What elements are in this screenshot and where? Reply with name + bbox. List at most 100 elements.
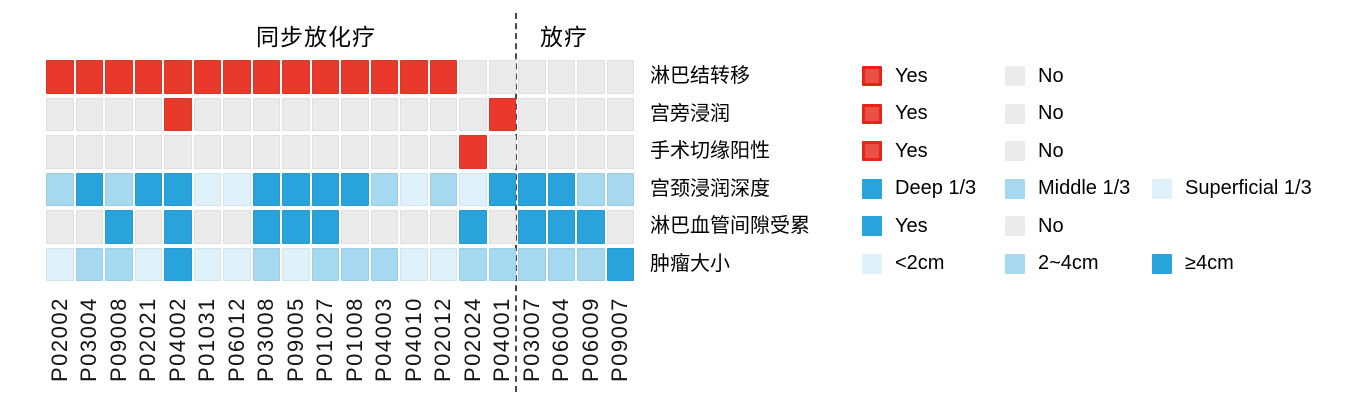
heatmap-cell (370, 97, 398, 131)
heatmap-cell (518, 210, 546, 244)
heatmap-cell (547, 247, 575, 281)
heatmap-cell (46, 247, 74, 281)
row-label: 手术切缘阳性 (650, 140, 770, 163)
patient-id-label: P02021 (135, 297, 161, 382)
group-header-concurrent-chemoradiotherapy: 同步放化疗 (256, 24, 376, 50)
heatmap-cell (606, 247, 634, 281)
heatmap-cell (311, 60, 339, 94)
heatmap-cell (547, 172, 575, 206)
heatmap-cell (282, 97, 310, 131)
heatmap-cell (488, 247, 516, 281)
heatmap-cell (46, 135, 74, 169)
heatmap-cell (134, 135, 162, 169)
heatmap-cell (134, 60, 162, 94)
heatmap-cell (518, 247, 546, 281)
legend-item: Yes (862, 65, 928, 88)
patient-id-label: P06012 (223, 297, 249, 382)
heatmap-cell (488, 210, 516, 244)
legend-swatch (1152, 253, 1172, 274)
legend-item: <2cm (862, 252, 944, 275)
legend-label: <2cm (895, 252, 945, 275)
heatmap-cell (400, 247, 428, 281)
heatmap-cell (400, 97, 428, 131)
legend-item: No (1005, 215, 1064, 238)
heatmap-cell (341, 60, 369, 94)
patient-id-label: P04010 (400, 297, 426, 382)
legend-item: Yes (862, 102, 928, 125)
patient-id-label: P02024 (459, 297, 485, 382)
patient-id-label: P06004 (548, 297, 574, 382)
heatmap-cell (518, 97, 546, 131)
heatmap-cell (282, 172, 310, 206)
legend-swatch (1005, 141, 1025, 162)
heatmap-cell (193, 135, 221, 169)
heatmap-cell (577, 135, 605, 169)
legend-item: No (1005, 65, 1064, 88)
heatmap-cell (164, 60, 192, 94)
heatmap-cell (134, 172, 162, 206)
group-divider-dashed-line (515, 13, 517, 392)
heatmap-cell (164, 135, 192, 169)
heatmap-cell (311, 135, 339, 169)
patient-id-label: P04003 (371, 297, 397, 382)
legend-item: Deep 1/3 (862, 177, 976, 200)
legend-item: No (1005, 140, 1064, 163)
heatmap-cell (518, 135, 546, 169)
row-label: 淋巴血管间隙受累 (650, 215, 810, 238)
legend-swatch (862, 66, 882, 87)
heatmap-cell (488, 135, 516, 169)
legend-swatch (1152, 178, 1172, 199)
patient-id-label: P09008 (105, 297, 131, 382)
heatmap-cell (547, 135, 575, 169)
row-label: 宫颈浸润深度 (650, 177, 770, 200)
heatmap-cell (341, 135, 369, 169)
patient-id-label: P03004 (76, 297, 102, 382)
legend-swatch (862, 178, 882, 199)
heatmap-cell (75, 135, 103, 169)
heatmap-cell (223, 60, 251, 94)
legend-label: Superficial 1/3 (1185, 177, 1312, 200)
legend-item: Yes (862, 215, 928, 238)
legend-label: Yes (895, 139, 928, 162)
heatmap-cell (105, 97, 133, 131)
heatmap-cell (164, 247, 192, 281)
row-label: 淋巴结转移 (650, 65, 750, 88)
heatmap-cell (252, 210, 280, 244)
heatmap-cell (282, 210, 310, 244)
heatmap-cell (488, 60, 516, 94)
heatmap-cell (606, 135, 634, 169)
heatmap-cell (223, 135, 251, 169)
heatmap-cell (459, 210, 487, 244)
legend-item: ≥4cm (1152, 252, 1234, 275)
heatmap-cell (252, 247, 280, 281)
patient-id-label: P01027 (312, 297, 338, 382)
patient-id-label: P04001 (489, 297, 515, 382)
patient-id-label: P03007 (518, 297, 544, 382)
heatmap-cell (429, 247, 457, 281)
heatmap-cell (311, 210, 339, 244)
heatmap-cell (252, 60, 280, 94)
heatmap-cell (429, 60, 457, 94)
heatmap-cell (311, 172, 339, 206)
legend-swatch (1005, 216, 1025, 237)
legend-swatch (862, 141, 882, 162)
legend-item: Yes (862, 140, 928, 163)
heatmap-cell (547, 97, 575, 131)
heatmap-cell (606, 60, 634, 94)
legend-swatch (862, 103, 882, 124)
heatmap-cell (282, 247, 310, 281)
heatmap-cell (223, 97, 251, 131)
heatmap-cell (459, 97, 487, 131)
heatmap-cell (341, 210, 369, 244)
heatmap-cell (459, 172, 487, 206)
row-label: 肿瘤大小 (650, 252, 730, 275)
legend-item: Superficial 1/3 (1152, 177, 1312, 200)
heatmap-cell (46, 60, 74, 94)
heatmap-cell (223, 210, 251, 244)
heatmap-cell (459, 247, 487, 281)
group-header-radiotherapy: 放疗 (540, 24, 588, 50)
heatmap-cell (282, 60, 310, 94)
legend-label: Yes (895, 214, 928, 237)
legend-swatch (1005, 253, 1025, 274)
